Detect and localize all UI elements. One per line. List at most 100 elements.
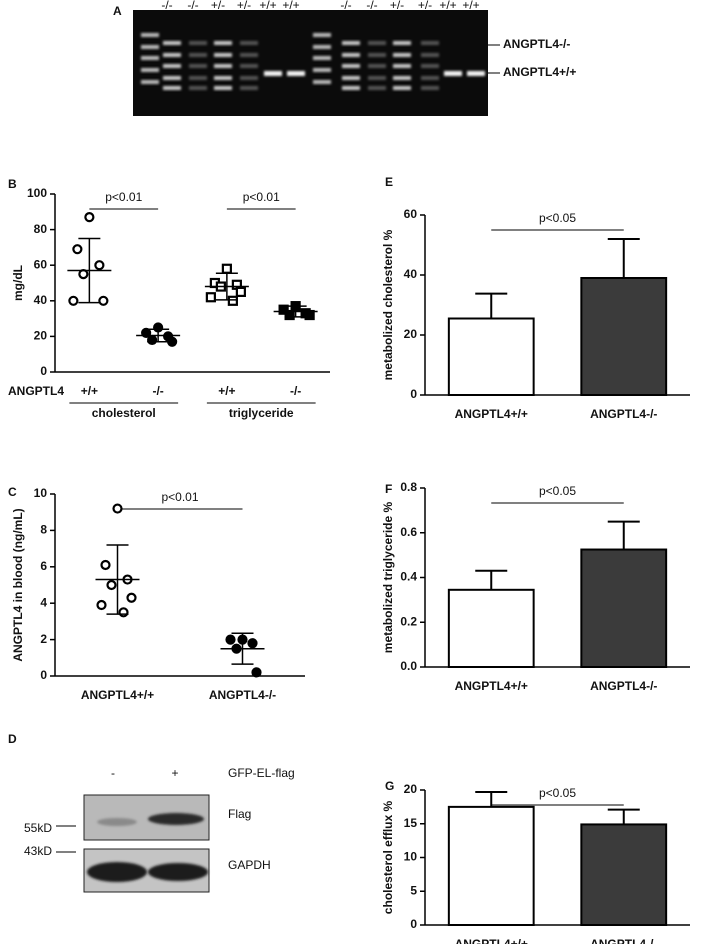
data-point	[100, 559, 111, 571]
gel-band	[342, 41, 360, 45]
gel-band	[264, 71, 282, 76]
marker-label: ANGPTL4-/-	[503, 37, 570, 51]
gel-band	[342, 53, 360, 57]
data-point	[284, 309, 295, 321]
gel-band	[467, 71, 485, 76]
lane-label: +/+	[259, 0, 276, 12]
lane-label: +	[171, 766, 178, 780]
gel-band	[393, 41, 411, 45]
y-tick-label: 60	[34, 257, 48, 271]
gel-band	[240, 76, 258, 80]
treatment-label: GFP-EL-flag	[228, 766, 295, 780]
blot-row-label: Flag	[228, 807, 251, 821]
y-tick-label: 15	[404, 816, 418, 830]
data-point	[68, 295, 79, 306]
y-tick-label: 0.0	[400, 659, 417, 673]
y-tick-label: 20	[34, 329, 48, 343]
gel-band	[189, 76, 207, 80]
data-point	[96, 599, 107, 611]
marker-label: ANGPTL4+/+	[503, 65, 576, 79]
y-tick-label: 2	[40, 632, 47, 646]
blot-band	[148, 813, 204, 825]
lane-label: +/+	[462, 0, 479, 12]
x-tick-label: +/+	[218, 384, 235, 398]
y-tick-label: 10	[34, 486, 48, 500]
blot-band	[148, 863, 208, 881]
gel-band	[421, 41, 439, 45]
data-point	[247, 638, 258, 649]
gel-band	[421, 86, 439, 90]
data-point	[78, 269, 89, 280]
panel-label: A	[113, 4, 122, 18]
data-point	[304, 309, 315, 321]
lane-label: +/+	[282, 0, 299, 12]
gel-band	[368, 76, 386, 80]
bar	[447, 805, 535, 926]
panel-label: B	[8, 177, 17, 191]
x-tick-label: -/-	[290, 384, 301, 398]
gel-band	[421, 64, 439, 68]
y-tick-label: 6	[40, 559, 47, 573]
y-axis-label: mg/dL	[11, 265, 25, 301]
gel-band	[240, 86, 258, 90]
y-tick-label: 10	[404, 850, 418, 864]
blot-band	[87, 862, 147, 882]
lane-label: +/-	[390, 0, 404, 12]
x-tick-label: ANGPTL4-/-	[590, 679, 657, 693]
gel-band	[313, 80, 331, 84]
panel-label: D	[8, 732, 17, 746]
gel-band	[240, 53, 258, 57]
gel-band	[141, 45, 159, 49]
x-tick-label: ANGPTL4-/-	[590, 407, 657, 421]
panel-label: G	[385, 779, 394, 793]
data-point	[94, 260, 105, 271]
y-tick-label: 20	[404, 327, 418, 341]
y-axis-label: ANGPTL4 in blood (ng/mL)	[11, 508, 25, 661]
gel-band	[240, 41, 258, 45]
y-tick-label: 20	[404, 782, 418, 796]
y-tick-label: 0.2	[400, 614, 417, 628]
gel-band	[214, 86, 232, 90]
data-point	[112, 503, 123, 514]
gel-band	[287, 71, 305, 76]
data-point	[98, 295, 109, 306]
y-tick-label: 0.6	[400, 525, 417, 539]
gel-band	[313, 45, 331, 49]
gel-band	[313, 56, 331, 60]
gel-band	[163, 53, 181, 57]
size-label: 43kD	[24, 844, 52, 858]
gel-band	[342, 76, 360, 80]
group-label: cholesterol	[92, 406, 156, 420]
gel-band	[342, 86, 360, 90]
gel-band	[214, 53, 232, 57]
y-tick-label: 0	[410, 387, 417, 401]
gel-band	[393, 76, 411, 80]
gel-band	[368, 53, 386, 57]
lane-label: +/+	[439, 0, 456, 12]
panel-label: F	[385, 482, 392, 496]
gel-band	[141, 80, 159, 84]
y-axis-label: metabolized cholesterol %	[381, 229, 395, 380]
data-point	[221, 263, 232, 274]
bar	[580, 548, 668, 668]
significance-label: p<0.05	[539, 786, 576, 800]
significance-label: p<0.01	[105, 190, 142, 204]
row-label: ANGPTL4	[8, 384, 64, 398]
data-point	[227, 295, 238, 306]
gel-band	[368, 86, 386, 90]
gel-band	[163, 86, 181, 90]
lane-label: -	[111, 766, 115, 780]
x-tick-label: ANGPTL4-/-	[209, 688, 276, 702]
y-axis-label: cholesterol efflux %	[381, 800, 395, 914]
gel-band	[163, 76, 181, 80]
gel-band	[421, 53, 439, 57]
gel-band	[141, 33, 159, 37]
x-tick-label: ANGPTL4+/+	[455, 937, 528, 944]
blot-row-label: GAPDH	[228, 858, 271, 872]
gel-band	[393, 53, 411, 57]
y-tick-label: 0	[40, 668, 47, 682]
lane-label: +/-	[211, 0, 225, 12]
y-tick-label: 40	[34, 293, 48, 307]
gel-band	[189, 41, 207, 45]
